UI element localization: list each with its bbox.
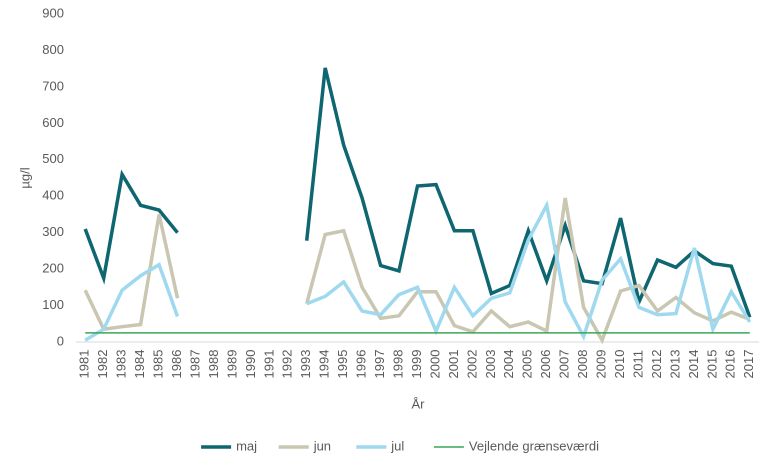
y-tick-label: 800 <box>42 42 64 57</box>
x-tick-label: 2017 <box>741 350 756 379</box>
x-tick-label: 2011 <box>630 350 645 378</box>
x-tick-label: 2009 <box>594 350 609 379</box>
y-tick-label: 100 <box>42 297 64 312</box>
x-tick-label: 2000 <box>427 350 442 379</box>
y-axis-label: µg/l <box>17 167 32 188</box>
y-tick-label: 900 <box>42 5 64 20</box>
x-tick-label: 1999 <box>409 350 424 379</box>
x-tick-label: 2002 <box>464 350 479 379</box>
y-tick-label: 200 <box>42 261 64 276</box>
x-tick-label: 1990 <box>243 350 258 379</box>
x-tick-label: 1996 <box>354 350 369 379</box>
x-tick-label: 1981 <box>77 350 92 379</box>
x-tick-label: 2013 <box>667 350 682 379</box>
x-tick-label: 1994 <box>317 350 332 379</box>
x-tick-label: 1984 <box>132 350 147 379</box>
y-tick-label: 400 <box>42 188 64 203</box>
legend-label: jul <box>390 438 404 453</box>
x-tick-label: 1993 <box>298 350 313 379</box>
x-tick-label: 2012 <box>649 350 664 379</box>
x-tick-label: 1992 <box>280 350 295 379</box>
x-tick-label: 2008 <box>575 350 590 379</box>
x-tick-label: 2001 <box>446 350 461 379</box>
x-tick-label: 2015 <box>704 350 719 379</box>
x-tick-label: 1998 <box>390 350 405 379</box>
x-tick-label: 1983 <box>114 350 129 379</box>
x-tick-label: 2007 <box>557 350 572 379</box>
y-tick-label: 500 <box>42 151 64 166</box>
x-tick-label: 1997 <box>372 350 387 379</box>
series-line <box>83 197 751 345</box>
x-tick-label: 1986 <box>169 350 184 379</box>
x-tick-label: 1988 <box>206 350 221 379</box>
legend-label: jun <box>313 438 331 453</box>
y-tick-label: 700 <box>42 78 64 93</box>
y-tick-label: 300 <box>42 224 64 239</box>
x-tick-label: 1982 <box>95 350 110 379</box>
x-tick-label: 2003 <box>483 350 498 379</box>
y-tick-label: 0 <box>57 333 64 348</box>
x-tick-label: 2005 <box>520 350 535 379</box>
x-tick-label: 1991 <box>261 350 276 379</box>
x-tick-label: 1995 <box>335 350 350 379</box>
x-tick-label: 2010 <box>612 350 627 379</box>
x-axis-label: År <box>412 396 426 411</box>
x-tick-label: 2004 <box>501 350 516 379</box>
legend-label: maj <box>236 438 257 453</box>
series-line <box>83 67 752 318</box>
x-tick-label: 2006 <box>538 350 553 379</box>
x-tick-label: 1989 <box>224 350 239 379</box>
x-tick-label: 1985 <box>151 350 166 379</box>
x-tick-label: 1987 <box>187 350 202 379</box>
series-line <box>84 200 752 342</box>
x-tick-label: 2016 <box>723 350 738 379</box>
y-tick-label: 600 <box>42 115 64 130</box>
x-tick-label: 2014 <box>686 350 701 379</box>
legend-label: Vejlende grænseværdi <box>469 438 599 453</box>
